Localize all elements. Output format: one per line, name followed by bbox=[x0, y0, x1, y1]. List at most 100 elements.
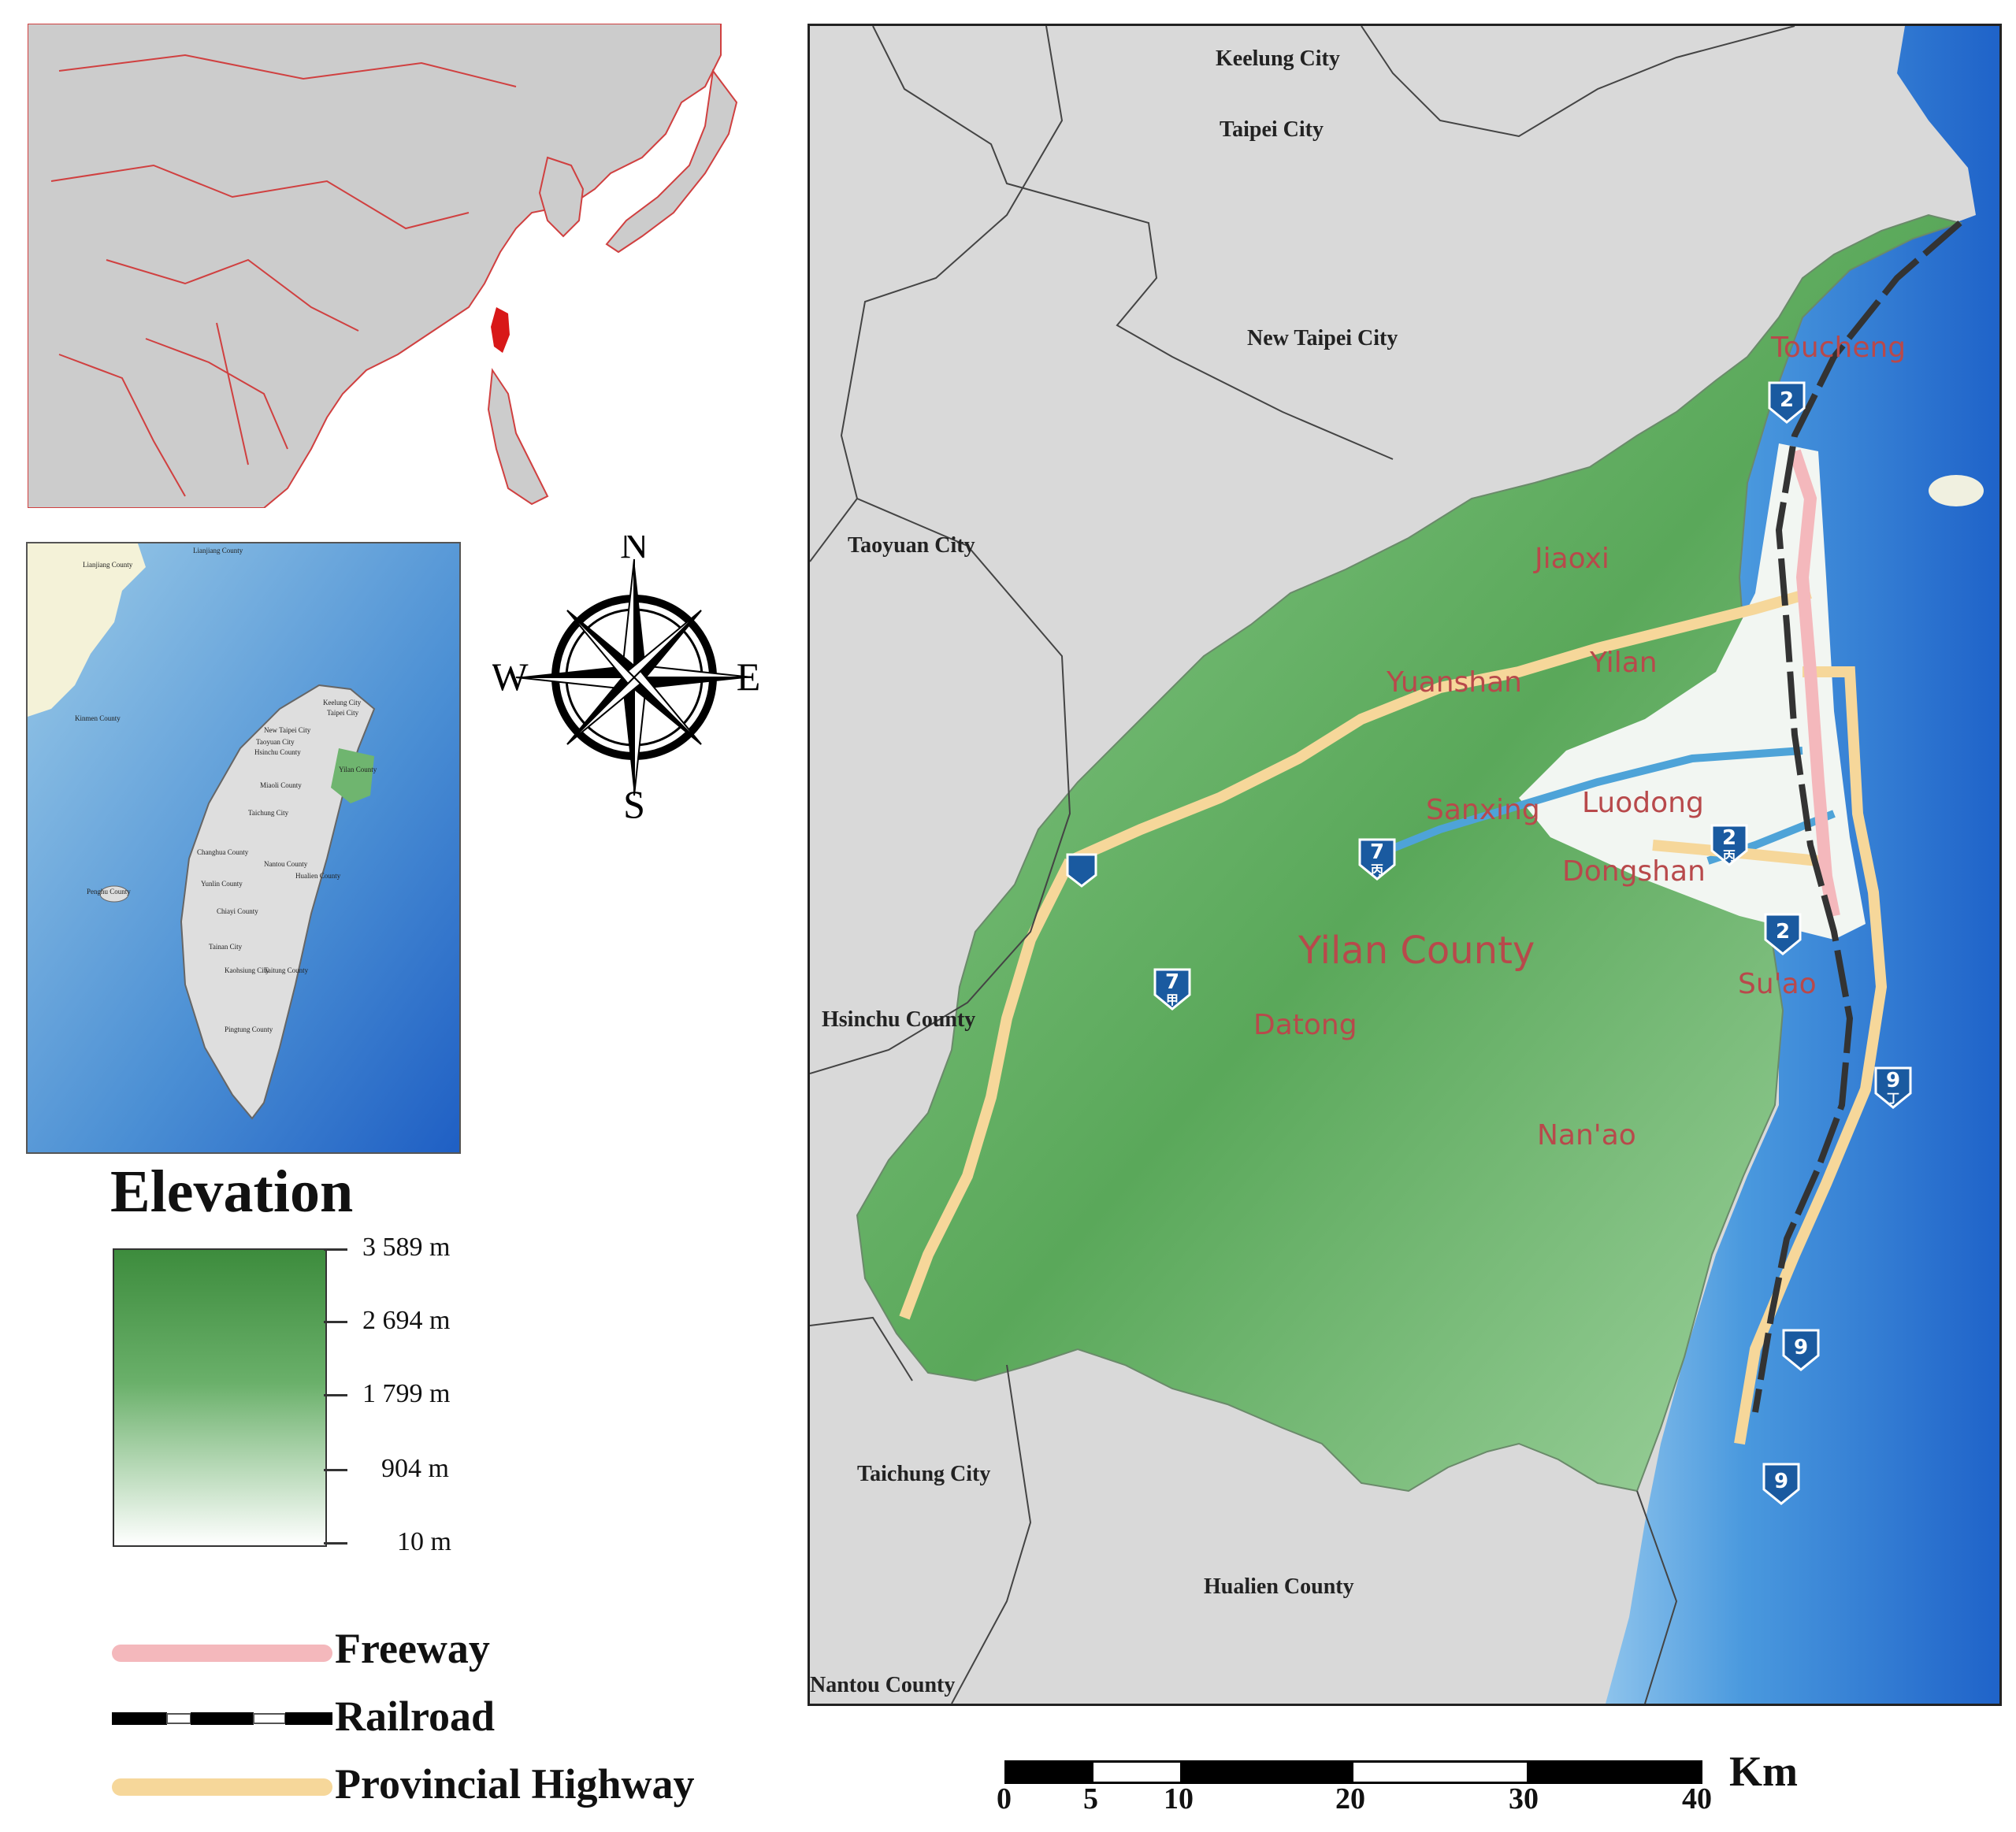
elevation-ticks bbox=[324, 1248, 363, 1546]
inset-label: Tainan City bbox=[209, 943, 243, 951]
town-label: Jiaoxi bbox=[1533, 543, 1609, 575]
shield-sublabel: 丙 bbox=[1371, 862, 1383, 877]
railroad-label: Railroad bbox=[335, 1693, 496, 1740]
inset-label: Hualien County bbox=[295, 872, 341, 880]
shield-number: 9 bbox=[1794, 1336, 1808, 1359]
town-label: Yilan bbox=[1589, 647, 1658, 679]
shield-number: 7 bbox=[1165, 970, 1179, 994]
town-label: Nan'ao bbox=[1537, 1119, 1636, 1151]
neighbor-label: Taichung City bbox=[857, 1462, 990, 1486]
compass-north: N bbox=[620, 536, 648, 566]
scale-bar bbox=[1004, 1760, 1702, 1784]
neighbor-label: Taoyuan City bbox=[848, 533, 975, 558]
compass-svg: N S W E bbox=[491, 522, 761, 826]
shield-sublabel: 丁 bbox=[1887, 1091, 1899, 1106]
inset-label: Chiayi County bbox=[217, 907, 258, 915]
inset-label: Pingtung County bbox=[225, 1025, 273, 1033]
scale-tick: 10 bbox=[1164, 1782, 1194, 1815]
shield-number: 2 bbox=[1722, 826, 1736, 850]
inset-label: Changhua County bbox=[197, 848, 249, 856]
shield-number: 2 bbox=[1780, 388, 1794, 412]
scale-tick: 30 bbox=[1509, 1782, 1539, 1815]
scale-tick: 40 bbox=[1682, 1782, 1712, 1815]
inset-label: Kaohsiung City bbox=[225, 966, 269, 974]
japan-landmass bbox=[605, 69, 738, 254]
shield-number: 7 bbox=[1370, 840, 1384, 864]
china-coast bbox=[28, 543, 146, 717]
taiwan-highlight bbox=[491, 307, 510, 353]
town-label: Su'ao bbox=[1738, 968, 1817, 1000]
provincial-highway-swatch bbox=[112, 1778, 332, 1796]
inset-label: Lianjiang County bbox=[193, 547, 243, 554]
inset-label: Yunlin County bbox=[201, 880, 243, 888]
elevation-gradient-bar bbox=[113, 1248, 327, 1547]
freeway-swatch bbox=[112, 1645, 332, 1662]
inset-label: Taoyuan City bbox=[256, 738, 295, 746]
inset-label: Hsinchu County bbox=[254, 748, 301, 756]
neighbor-label: New Taipei City bbox=[1247, 326, 1398, 350]
compass-rose: N S W E bbox=[491, 522, 776, 826]
shield-number: 9 bbox=[1886, 1069, 1900, 1092]
neighbor-labels: Keelung City Taipei City New Taipei City… bbox=[810, 46, 1398, 1697]
scale-tick: 5 bbox=[1083, 1782, 1098, 1815]
compass-south: S bbox=[623, 782, 645, 819]
inset-label: Taitung County bbox=[264, 966, 309, 974]
inset-label: Penghu County bbox=[87, 888, 131, 896]
compass-east: E bbox=[737, 655, 761, 699]
town-labels: Toucheng Jiaoxi Yilan Yuanshan Luodong S… bbox=[1253, 332, 1906, 1151]
inset-label: Taipei City bbox=[327, 709, 359, 717]
town-label: Dongshan bbox=[1562, 855, 1706, 888]
town-label: Toucheng bbox=[1770, 332, 1906, 364]
railroad bbox=[1752, 220, 1962, 1413]
provincial-highway-label: Provincial Highway bbox=[335, 1760, 695, 1808]
elevation-label: 3 589 m bbox=[362, 1233, 451, 1262]
regional-map-svg bbox=[27, 23, 760, 509]
freeway-label: Freeway bbox=[335, 1625, 490, 1672]
elevation-label: 904 m bbox=[381, 1454, 449, 1483]
inset-label: Nantou County bbox=[264, 860, 308, 868]
town-label: Sanxing bbox=[1426, 794, 1540, 826]
neighbor-label: Taipei City bbox=[1220, 117, 1324, 142]
town-label: Datong bbox=[1253, 1009, 1357, 1041]
asia-landmass bbox=[27, 23, 722, 509]
highway-shields: 2 2 丙 2 9 9 9 丁 bbox=[1066, 381, 1912, 1505]
neighbor-label: Keelung City bbox=[1216, 46, 1340, 71]
elevation-label: 10 m bbox=[397, 1527, 451, 1556]
inset-label: Yilan County bbox=[339, 766, 377, 773]
regional-map bbox=[27, 23, 760, 509]
inset-label: Kinmen County bbox=[75, 714, 121, 722]
yilan-highlight bbox=[331, 748, 374, 803]
scale-unit: Km bbox=[1729, 1748, 1798, 1795]
scale-tick: 0 bbox=[997, 1782, 1012, 1815]
elevation-title: Elevation bbox=[110, 1159, 354, 1225]
town-label: Yuanshan bbox=[1386, 666, 1522, 699]
neighbor-label: Nantou County bbox=[810, 1673, 955, 1697]
yilan-county-terrain bbox=[856, 213, 1963, 1493]
town-label: Luodong bbox=[1582, 787, 1704, 819]
inset-label: Taichung City bbox=[248, 809, 289, 817]
main-map: Keelung City Taipei City New Taipei City… bbox=[808, 24, 2002, 1706]
railroad-swatch bbox=[112, 1711, 332, 1726]
taiwan-inset-svg: Lianjiang County Lianjiang County Kinmen… bbox=[28, 543, 459, 1152]
elevation-label: 1 799 m bbox=[362, 1379, 451, 1408]
shield-number: 9 bbox=[1774, 1470, 1788, 1493]
inset-label: Keelung City bbox=[323, 699, 362, 706]
inset-label: New Taipei City bbox=[264, 726, 311, 734]
korea-landmass bbox=[538, 156, 585, 238]
main-map-svg: Keelung City Taipei City New Taipei City… bbox=[810, 26, 1999, 1704]
district-borders bbox=[810, 26, 1795, 1704]
neighbor-label: Hualien County bbox=[1204, 1574, 1354, 1599]
county-label: Yilan County bbox=[1298, 929, 1535, 973]
philippines-landmass bbox=[487, 368, 549, 506]
shield-sublabel: 丙 bbox=[1723, 848, 1736, 863]
shield-number: 2 bbox=[1776, 920, 1790, 944]
inset-label: Lianjiang County bbox=[83, 561, 133, 569]
turtle-island bbox=[1929, 475, 1984, 506]
shield-sublabel: 甲 bbox=[1166, 992, 1179, 1007]
scale-tick: 20 bbox=[1335, 1782, 1365, 1815]
taiwan-inset-map: Lianjiang County Lianjiang County Kinmen… bbox=[26, 542, 461, 1154]
neighbor-label: Hsinchu County bbox=[822, 1007, 975, 1032]
compass-west: W bbox=[492, 655, 529, 699]
elevation-label: 2 694 m bbox=[362, 1306, 451, 1335]
freeway bbox=[1788, 449, 1840, 918]
